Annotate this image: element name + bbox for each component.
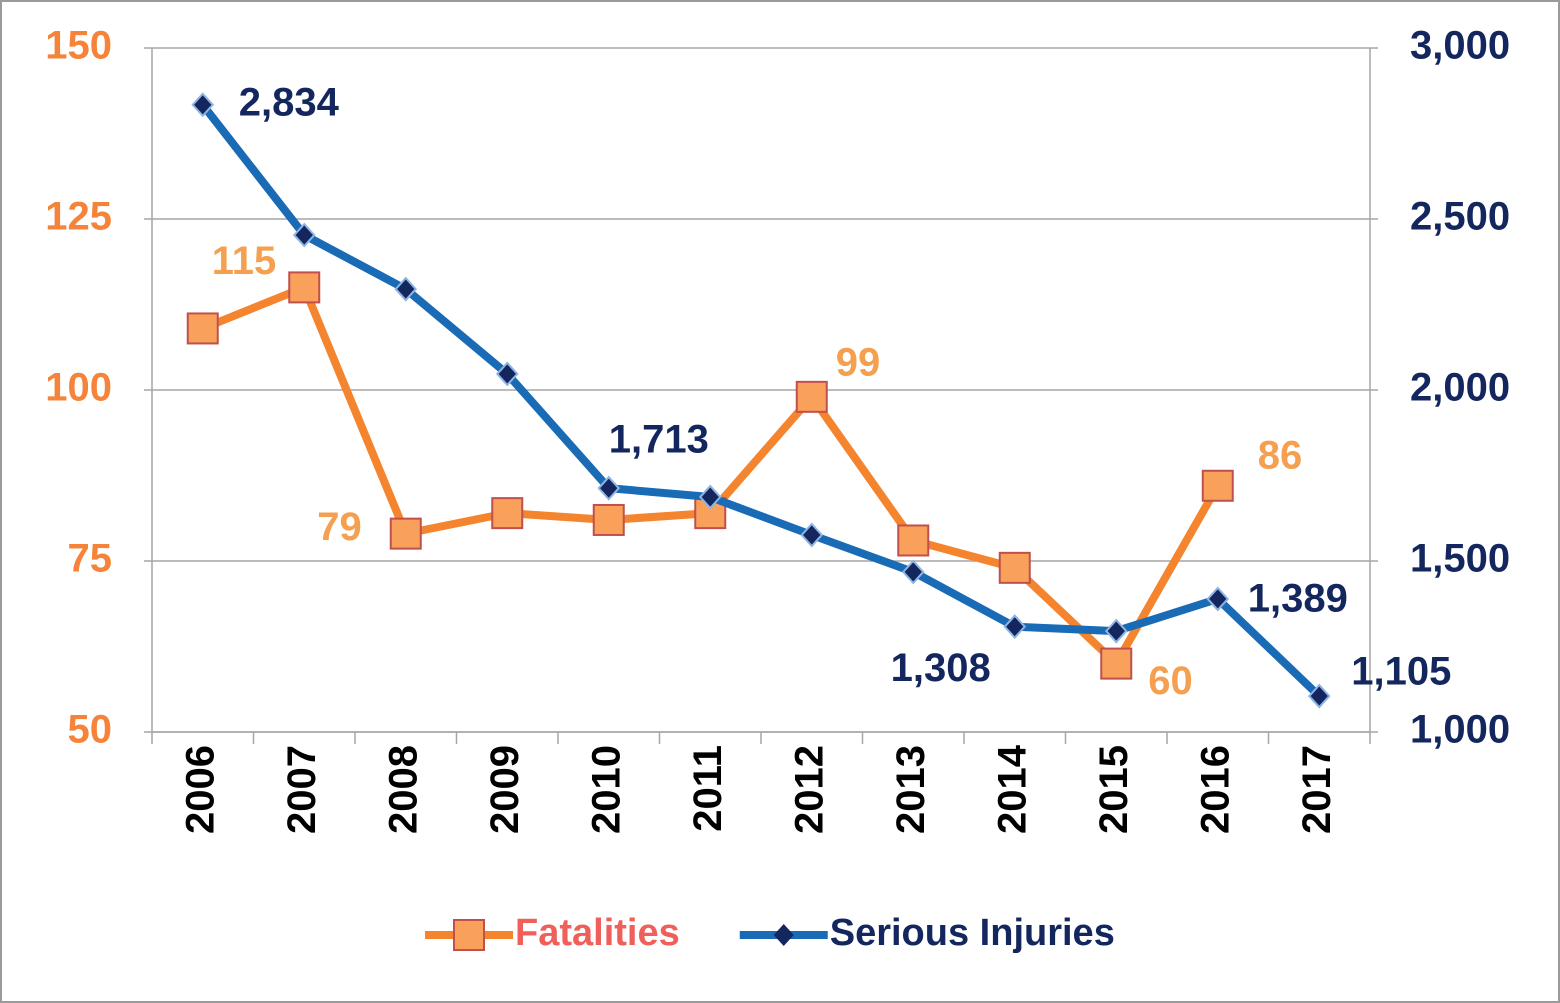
y2-tick-label: 2,500	[1410, 195, 1510, 239]
marker	[394, 276, 418, 302]
marker	[1100, 647, 1133, 680]
y2-tick-label: 2,000	[1410, 366, 1510, 410]
y-tick-label: 100	[45, 366, 112, 410]
marker	[800, 522, 824, 548]
marker	[1201, 469, 1234, 502]
marker	[901, 559, 925, 585]
marker	[1003, 614, 1027, 640]
marker	[698, 484, 722, 510]
marker	[1104, 618, 1128, 644]
x-tick-label: 2009	[483, 745, 527, 834]
y2-tick-label: 1,500	[1410, 537, 1510, 581]
data-label: 2,834	[239, 80, 340, 124]
legend-label: Fatalities	[515, 912, 680, 954]
y2-tick-label: 1,000	[1410, 708, 1510, 752]
x-tick-label: 2008	[381, 745, 425, 834]
marker	[795, 380, 828, 413]
x-tick-label: 2006	[178, 745, 222, 834]
marker	[597, 475, 621, 501]
data-label: 86	[1258, 433, 1303, 477]
x-tick-label: 2012	[787, 745, 831, 834]
marker	[998, 551, 1031, 584]
legend-marker	[773, 924, 794, 946]
x-tick-label: 2015	[1092, 745, 1136, 834]
marker	[491, 497, 524, 530]
marker	[191, 92, 215, 118]
y-tick-label: 125	[45, 195, 112, 239]
x-tick-label: 2011	[686, 745, 730, 832]
marker	[288, 271, 321, 304]
legend-marker	[453, 919, 485, 951]
x-tick-label: 2017	[1295, 745, 1339, 834]
x-tick-label: 2010	[584, 745, 628, 834]
marker	[1206, 586, 1230, 612]
data-label: 99	[836, 340, 881, 384]
y-tick-label: 150	[45, 24, 112, 68]
y-tick-label: 50	[68, 708, 113, 752]
data-label: 79	[317, 505, 362, 549]
marker	[292, 222, 316, 248]
marker	[495, 361, 519, 387]
x-tick-label: 2007	[280, 745, 324, 834]
series-line	[199, 102, 1323, 699]
data-label: 1,308	[891, 646, 991, 690]
x-tick-label: 2016	[1193, 745, 1237, 834]
legend-label: Serious Injuries	[830, 912, 1115, 954]
data-label: 1,105	[1351, 650, 1451, 694]
marker	[897, 524, 930, 557]
marker	[186, 312, 219, 345]
x-tick-label: 2013	[889, 745, 933, 834]
y-tick-label: 75	[68, 537, 113, 581]
y2-tick-label: 3,000	[1410, 24, 1510, 68]
marker	[1307, 683, 1331, 709]
marker	[592, 503, 625, 536]
data-label: 115	[212, 239, 277, 283]
data-label: 1,389	[1248, 577, 1348, 621]
marker	[389, 517, 422, 550]
data-label: 60	[1148, 659, 1193, 703]
data-label: 1,713	[609, 418, 709, 462]
x-tick-label: 2014	[990, 744, 1034, 834]
